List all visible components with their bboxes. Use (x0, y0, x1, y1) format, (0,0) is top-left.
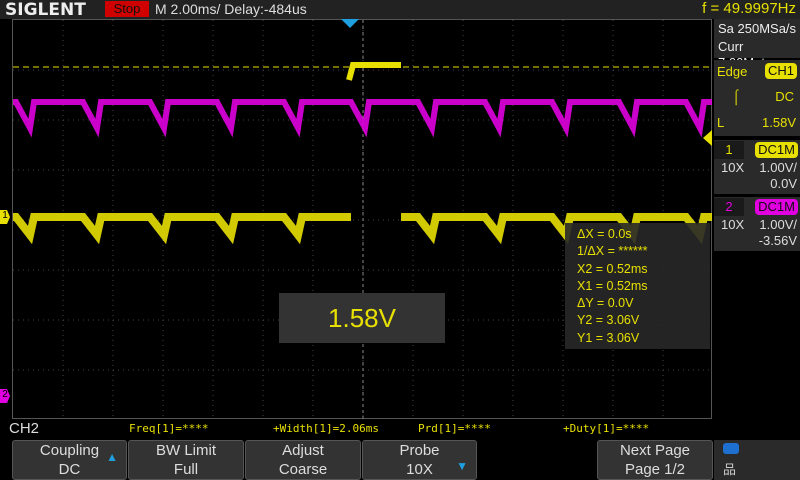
cursor-y1: Y1 = 3.06V (577, 330, 640, 345)
timebase-readout[interactable]: M 2.00ms/ Delay:-484us (155, 1, 307, 17)
bw-limit-button[interactable]: BW Limit Full (128, 440, 244, 480)
ch2-coupling: DC1M (755, 199, 798, 215)
network-disconnected-icon: 品 (723, 462, 737, 477)
ch2-waveform (13, 99, 713, 138)
cursor-x1: X1 = 0.52ms (577, 278, 648, 293)
probe-button[interactable]: Probe 10X ▼ (362, 440, 477, 480)
ch2-number: 2 (714, 198, 744, 216)
next-page-label: Next Page (619, 442, 691, 459)
trigger-level-label: L (717, 115, 725, 130)
top-bar: SIGLENT Stop M 2.00ms/ Delay:-484us f = … (0, 0, 800, 20)
ch2-offset: -3.56V (758, 233, 797, 248)
measurement-freq: Freq[1]=**** (129, 422, 209, 435)
trigger-panel[interactable]: Edge CH1 ⌠ DC L 1.58V (714, 60, 800, 136)
cursor-inv-delta-x: 1/ΔX = ****** (577, 244, 648, 259)
cursor-x2: X2 = 0.52ms (577, 261, 648, 276)
probe-label: Probe (399, 442, 440, 459)
acquisition-info: Sa 250MSa/s Curr 7.00Mpts (714, 19, 800, 70)
ch1-trigger-segment (346, 62, 401, 81)
measurement-period: Prd[1]=**** (418, 422, 491, 435)
ch1-offset-marker[interactable]: 1 (0, 210, 10, 224)
bw-limit-value: Full (173, 461, 199, 478)
ch1-panel[interactable]: 1 DC1M 10X 1.00V/ 0.0V (714, 140, 800, 194)
cursor-delta-x: ΔX = 0.0s (577, 227, 632, 241)
trigger-level-marker[interactable] (703, 130, 712, 146)
siglent-logo: SIGLENT (5, 0, 86, 20)
arrow-up-icon: ▲ (106, 450, 118, 464)
next-page-button[interactable]: Next Page Page 1/2 (597, 440, 713, 480)
ch1-waveform (12, 213, 351, 245)
usb-icon (723, 443, 739, 454)
coupling-button[interactable]: Coupling DC ▲ (12, 440, 127, 480)
arrow-down-icon: ▼ (456, 459, 468, 473)
side-panel: Sa 250MSa/s Curr 7.00Mpts Edge CH1 ⌠ DC … (712, 19, 800, 419)
measurement-duty: +Duty[1]=**** (563, 422, 650, 435)
adjust-value: Coarse (278, 461, 328, 478)
ch1-offset: 0.0V (770, 176, 797, 191)
adjust-label: Adjust (282, 442, 324, 459)
trigger-source: CH1 (764, 63, 797, 79)
ch1-number: 1 (714, 141, 744, 159)
sample-rate: Sa 250MSa/s (718, 21, 797, 36)
ch1-scale: 1.00V/ (759, 160, 797, 175)
trigger-type: Edge (717, 64, 748, 79)
adjust-button[interactable]: Adjust Coarse (245, 440, 361, 480)
trigger-level-popup: 1.58V (279, 293, 445, 343)
menu-bar: CH2 Freq[1]=**** +Width[1]=2.06ms Prd[1]… (0, 419, 800, 480)
cursor-y2: Y2 = 3.06V (577, 313, 640, 328)
ch1-coupling: DC1M (755, 142, 798, 158)
rising-edge-icon: ⌠ (732, 88, 741, 104)
trigger-position-marker[interactable] (341, 19, 359, 28)
page-indicator: Page 1/2 (624, 461, 686, 478)
cursor-delta-y: ΔY = 0.0V (577, 296, 634, 311)
coupling-label: Coupling (39, 442, 100, 459)
ch2-panel[interactable]: 2 DC1M 10X 1.00V/ -3.56V (714, 197, 800, 251)
ch1-waveform (401, 213, 713, 245)
coupling-value: DC (58, 461, 81, 478)
ch2-scale: 1.00V/ (759, 217, 797, 232)
trigger-coupling: DC (775, 89, 794, 104)
run-stop-status[interactable]: Stop (105, 1, 149, 17)
frequency-counter: f = 49.9997Hz (702, 0, 796, 17)
ch2-offset-marker[interactable]: 2 (0, 389, 10, 403)
bw-limit-label: BW Limit (156, 442, 216, 459)
ch1-probe: 10X (721, 160, 745, 175)
status-area: 品 (714, 440, 800, 480)
menu-title: CH2 (9, 420, 40, 437)
cursor-readout: ΔX = 0.0s 1/ΔX = ****** X2 = 0.52ms X1 =… (565, 223, 710, 349)
probe-value: 10X (406, 461, 433, 478)
trigger-level: 1.58V (762, 115, 796, 130)
waveform-display[interactable] (12, 19, 713, 420)
waveform-canvas (12, 20, 713, 420)
ch2-probe: 10X (721, 217, 745, 232)
measurement-width: +Width[1]=2.06ms (273, 422, 379, 435)
